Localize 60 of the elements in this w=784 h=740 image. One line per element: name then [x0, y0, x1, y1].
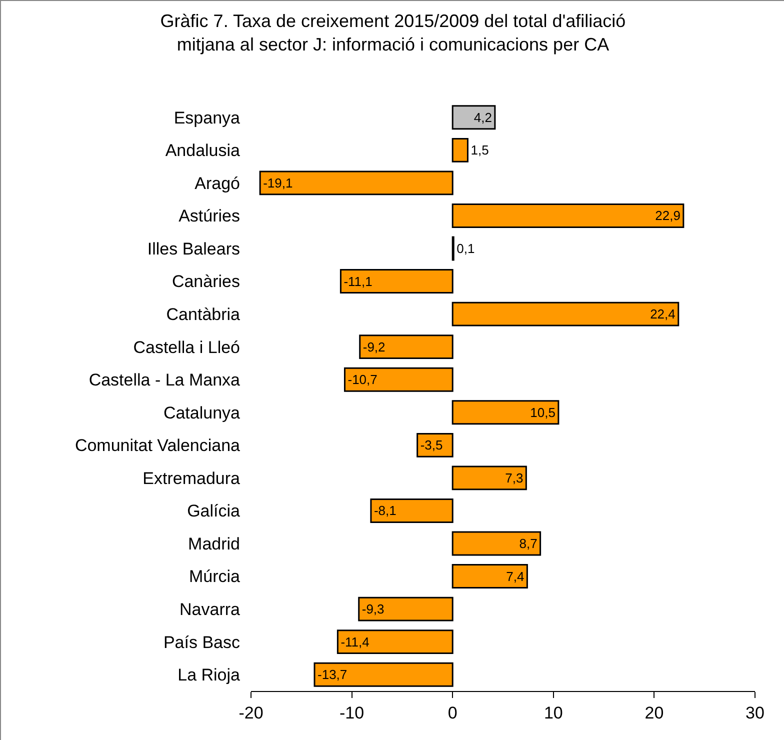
- y-tick-label: Canàries: [172, 272, 240, 292]
- data-label: -19,1: [263, 175, 293, 190]
- data-label: 0,1: [456, 241, 475, 256]
- y-tick-label: Andalusia: [165, 141, 241, 160]
- data-label: 22,4: [650, 306, 676, 322]
- bar: [416, 432, 454, 458]
- bar: [344, 367, 454, 392]
- data-label: 7,4: [506, 568, 524, 584]
- x-tick-label: 10: [544, 703, 563, 722]
- bar: [336, 630, 454, 654]
- bar: [340, 269, 454, 294]
- y-tick-label: Castella - La Manxa: [88, 370, 241, 390]
- data-label: -11,4: [340, 634, 370, 650]
- bar: [259, 170, 454, 196]
- y-tick-label: Galícia: [187, 502, 241, 521]
- bar: [452, 466, 527, 490]
- data-label: -8,1: [374, 503, 396, 518]
- bar: [314, 662, 454, 687]
- data-label: 7,3: [505, 470, 524, 486]
- y-tick-label: Comunitat Valenciana: [74, 436, 241, 456]
- data-label: -10,7: [348, 372, 378, 388]
- data-label: -13,7: [318, 667, 348, 682]
- x-tick-label: -10: [340, 703, 364, 722]
- x-tick-label: 0: [448, 703, 458, 722]
- y-tick-label: Cantàbria: [166, 305, 241, 324]
- bar: [370, 498, 454, 523]
- y-tick-label: Espanya: [174, 108, 241, 128]
- bar: [359, 334, 454, 360]
- y-tick-label: Extremadura: [142, 468, 241, 488]
- x-tick-label: -20: [238, 703, 264, 722]
- bar: [452, 105, 496, 130]
- y-tick-label: Catalunya: [163, 403, 241, 422]
- y-tick-label: Illes Balears: [147, 239, 240, 258]
- y-tick-label: La Rioja: [178, 666, 241, 685]
- x-tick-label: 20: [644, 703, 664, 722]
- y-tick-label: Astúries: [178, 206, 240, 226]
- y-tick-label: Aragó: [194, 174, 240, 193]
- data-label: 8,7: [519, 536, 538, 551]
- data-label: 4,2: [474, 110, 492, 125]
- x-tick-label: 30: [746, 703, 764, 722]
- y-tick-label: País Basc: [163, 632, 240, 652]
- chart-title: Gràfic 7. Taxa de creixement 2015/2009 del total d'afiliació mitjana al sector J: informació i comunicacions per CA: [160, 10, 626, 54]
- y-tick-label: Navarra: [180, 600, 241, 620]
- bar: [358, 596, 454, 622]
- y-tick-label: Madrid: [188, 534, 240, 554]
- y-tick-label: Múrcia: [188, 567, 241, 586]
- bar: [452, 400, 560, 425]
- data-label: 22,9: [655, 208, 680, 224]
- data-label: 10,5: [530, 404, 556, 420]
- data-label: 1,5: [470, 142, 489, 158]
- bar: [452, 531, 542, 556]
- bar: [452, 302, 680, 326]
- bar: [452, 564, 528, 588]
- y-tick-label: Castella i Lleó: [133, 338, 240, 357]
- data-label: -11,1: [344, 274, 372, 289]
- data-label: -9,3: [362, 602, 384, 617]
- bar: [452, 204, 684, 228]
- bar: [452, 138, 468, 162]
- data-label: -9,2: [362, 339, 386, 354]
- data-label: -3,5: [420, 438, 443, 453]
